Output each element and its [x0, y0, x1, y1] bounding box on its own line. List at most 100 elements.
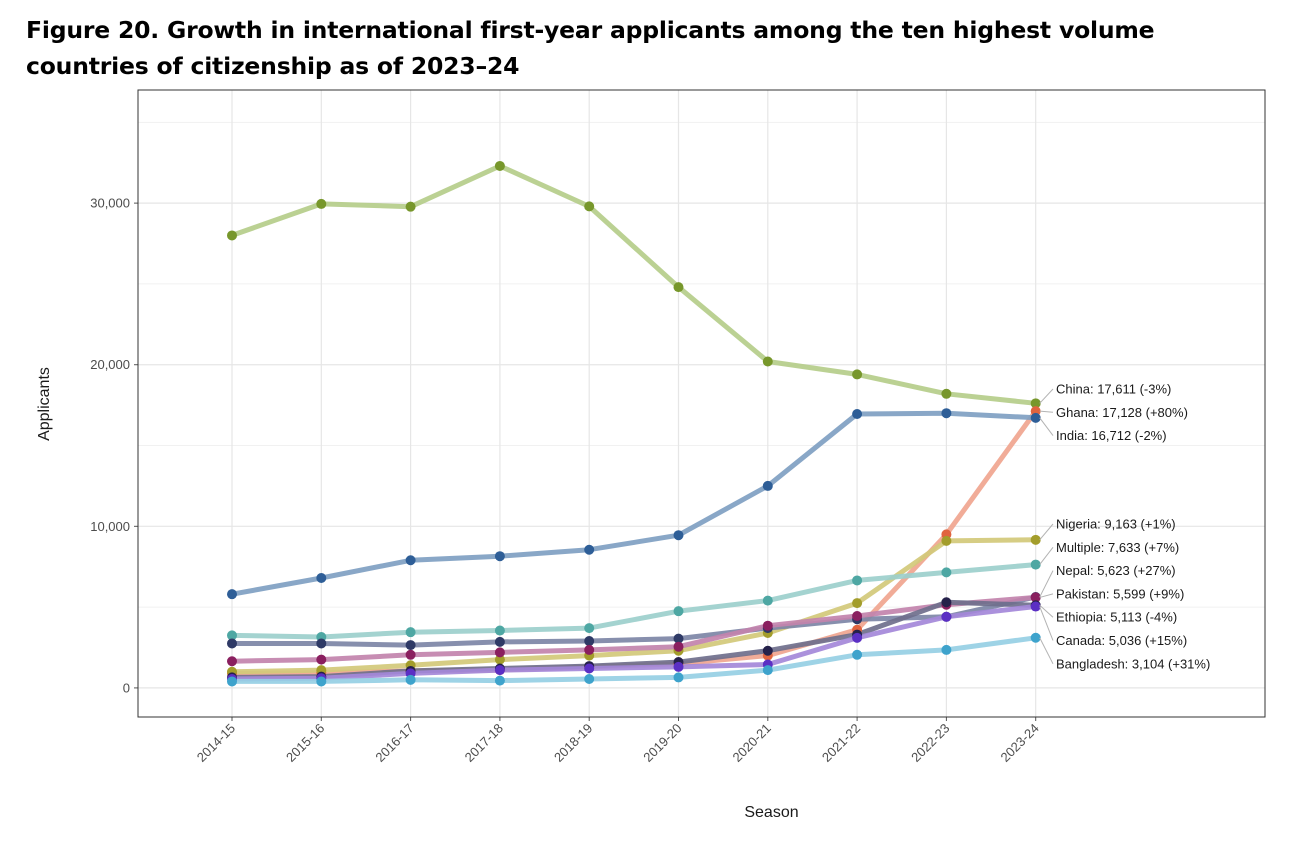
data-point-multiple: [584, 623, 595, 634]
data-point-multiple: [673, 606, 684, 617]
data-point-bangladesh: [227, 676, 237, 687]
series-points: [227, 160, 1041, 687]
data-point-pakistan: [852, 611, 863, 622]
leader-line-ghana: [1039, 410, 1054, 413]
leader-line-ethiopia: [1039, 604, 1054, 618]
end-label-pakistan: Pakistan: 5,599 (+9%): [1056, 586, 1184, 601]
leader-line-nigeria: [1039, 523, 1054, 541]
series-line-china: [229, 163, 1039, 406]
data-point-china: [1030, 398, 1041, 409]
data-point-india: [941, 408, 952, 419]
data-point-pakistan: [316, 654, 327, 665]
data-point-pakistan: [405, 649, 416, 660]
data-point-china: [316, 198, 327, 209]
data-point-ethiopia: [762, 645, 773, 656]
data-point-china: [227, 230, 237, 241]
x-tick-label: 2016-17: [372, 721, 416, 765]
end-label-canada: Canada: 5,036 (+15%): [1056, 633, 1187, 648]
x-axis-title: Season: [744, 804, 798, 821]
leader-line-bangladesh: [1039, 637, 1054, 665]
series-line-nigeria: [229, 537, 1039, 675]
series-line-multiple: [229, 562, 1039, 640]
data-point-canada: [494, 665, 505, 676]
y-tick-label: 0: [123, 680, 130, 695]
series-line-bangladesh: [229, 635, 1039, 684]
plot-border: [137, 89, 1266, 718]
data-point-canada: [584, 663, 595, 674]
data-point-pakistan: [494, 647, 505, 658]
data-point-multiple: [405, 627, 416, 638]
data-point-canada: [852, 632, 863, 643]
data-point-india: [227, 589, 237, 600]
data-point-nigeria: [494, 654, 505, 665]
data-point-pakistan: [1030, 592, 1041, 603]
x-tick-label: 2019-20: [640, 721, 684, 765]
axes: 0 10,000 20,000 30,000 2014-15 2015-16 2016-17…: [36, 89, 1266, 821]
data-point-china: [584, 201, 595, 212]
leader-line-nepal: [1039, 570, 1054, 598]
data-point-bangladesh: [584, 674, 595, 685]
data-point-multiple: [494, 625, 505, 636]
leader-line-canada: [1039, 606, 1054, 641]
leader-line-multiple: [1039, 546, 1054, 565]
x-tick-label: 2020-21: [730, 721, 774, 765]
data-point-nepal: [584, 636, 595, 647]
leader-line-china: [1039, 388, 1054, 404]
end-label-nepal: Nepal: 5,623 (+27%): [1056, 563, 1176, 578]
series-line-pakistan: [229, 594, 1039, 664]
data-point-india: [852, 409, 863, 420]
data-point-bangladesh: [673, 672, 684, 683]
leader-line-pakistan: [1039, 593, 1054, 598]
end-label-bangladesh: Bangladesh: 3,104 (+31%): [1056, 656, 1210, 671]
data-point-nigeria: [1030, 534, 1041, 545]
x-tick-label: 2015-16: [283, 721, 327, 765]
x-tick-label: 2021-22: [819, 721, 863, 765]
data-point-nigeria: [852, 598, 863, 609]
data-point-nepal: [673, 633, 684, 644]
end-label-multiple: Multiple: 7,633 (+7%): [1056, 540, 1179, 555]
data-point-bangladesh: [494, 675, 505, 686]
data-point-bangladesh: [316, 676, 327, 687]
data-point-nepal: [494, 636, 505, 647]
x-tick-label: 2022-23: [908, 721, 952, 765]
end-label-china: China: 17,611 (-3%): [1056, 382, 1171, 397]
end-label-ghana: Ghana: 17,128 (+80%): [1056, 405, 1188, 420]
data-point-bangladesh: [1030, 632, 1041, 643]
data-point-china: [852, 369, 863, 380]
x-tick-label: 2017-18: [462, 721, 506, 765]
data-point-ethiopia: [941, 597, 952, 608]
data-point-multiple: [762, 595, 773, 606]
data-point-india: [584, 544, 595, 555]
data-point-multiple: [852, 575, 863, 586]
x-tick-label: 2014-15: [194, 721, 238, 765]
data-point-bangladesh: [405, 674, 416, 685]
data-point-multiple: [1030, 559, 1041, 570]
data-point-india: [762, 480, 773, 491]
end-label-nigeria: Nigeria: 9,163 (+1%): [1056, 517, 1176, 532]
data-point-india: [316, 573, 327, 584]
data-point-china: [941, 388, 952, 399]
data-point-canada: [673, 661, 684, 672]
series-line-india: [229, 410, 1039, 597]
data-point-pakistan: [584, 644, 595, 655]
data-point-canada: [1030, 601, 1041, 612]
data-point-china: [762, 356, 773, 367]
figure-title: Figure 20. Growth in international first…: [26, 16, 1155, 80]
data-point-bangladesh: [852, 649, 863, 660]
series-line-canada: [229, 604, 1039, 682]
data-point-nepal: [405, 640, 416, 651]
x-tick-label: 2023-24: [997, 721, 1041, 765]
data-point-pakistan: [673, 641, 684, 652]
data-point-multiple: [227, 630, 237, 641]
y-tick-label: 10,000: [90, 519, 130, 534]
data-point-nepal: [227, 638, 237, 649]
data-point-canada: [941, 611, 952, 622]
data-point-china: [405, 201, 416, 212]
leader-line-india: [1039, 417, 1054, 436]
data-point-pakistan: [227, 656, 237, 667]
data-point-bangladesh: [762, 665, 773, 676]
data-point-pakistan: [762, 620, 773, 631]
data-point-nigeria: [941, 535, 952, 546]
data-point-china: [494, 160, 505, 171]
